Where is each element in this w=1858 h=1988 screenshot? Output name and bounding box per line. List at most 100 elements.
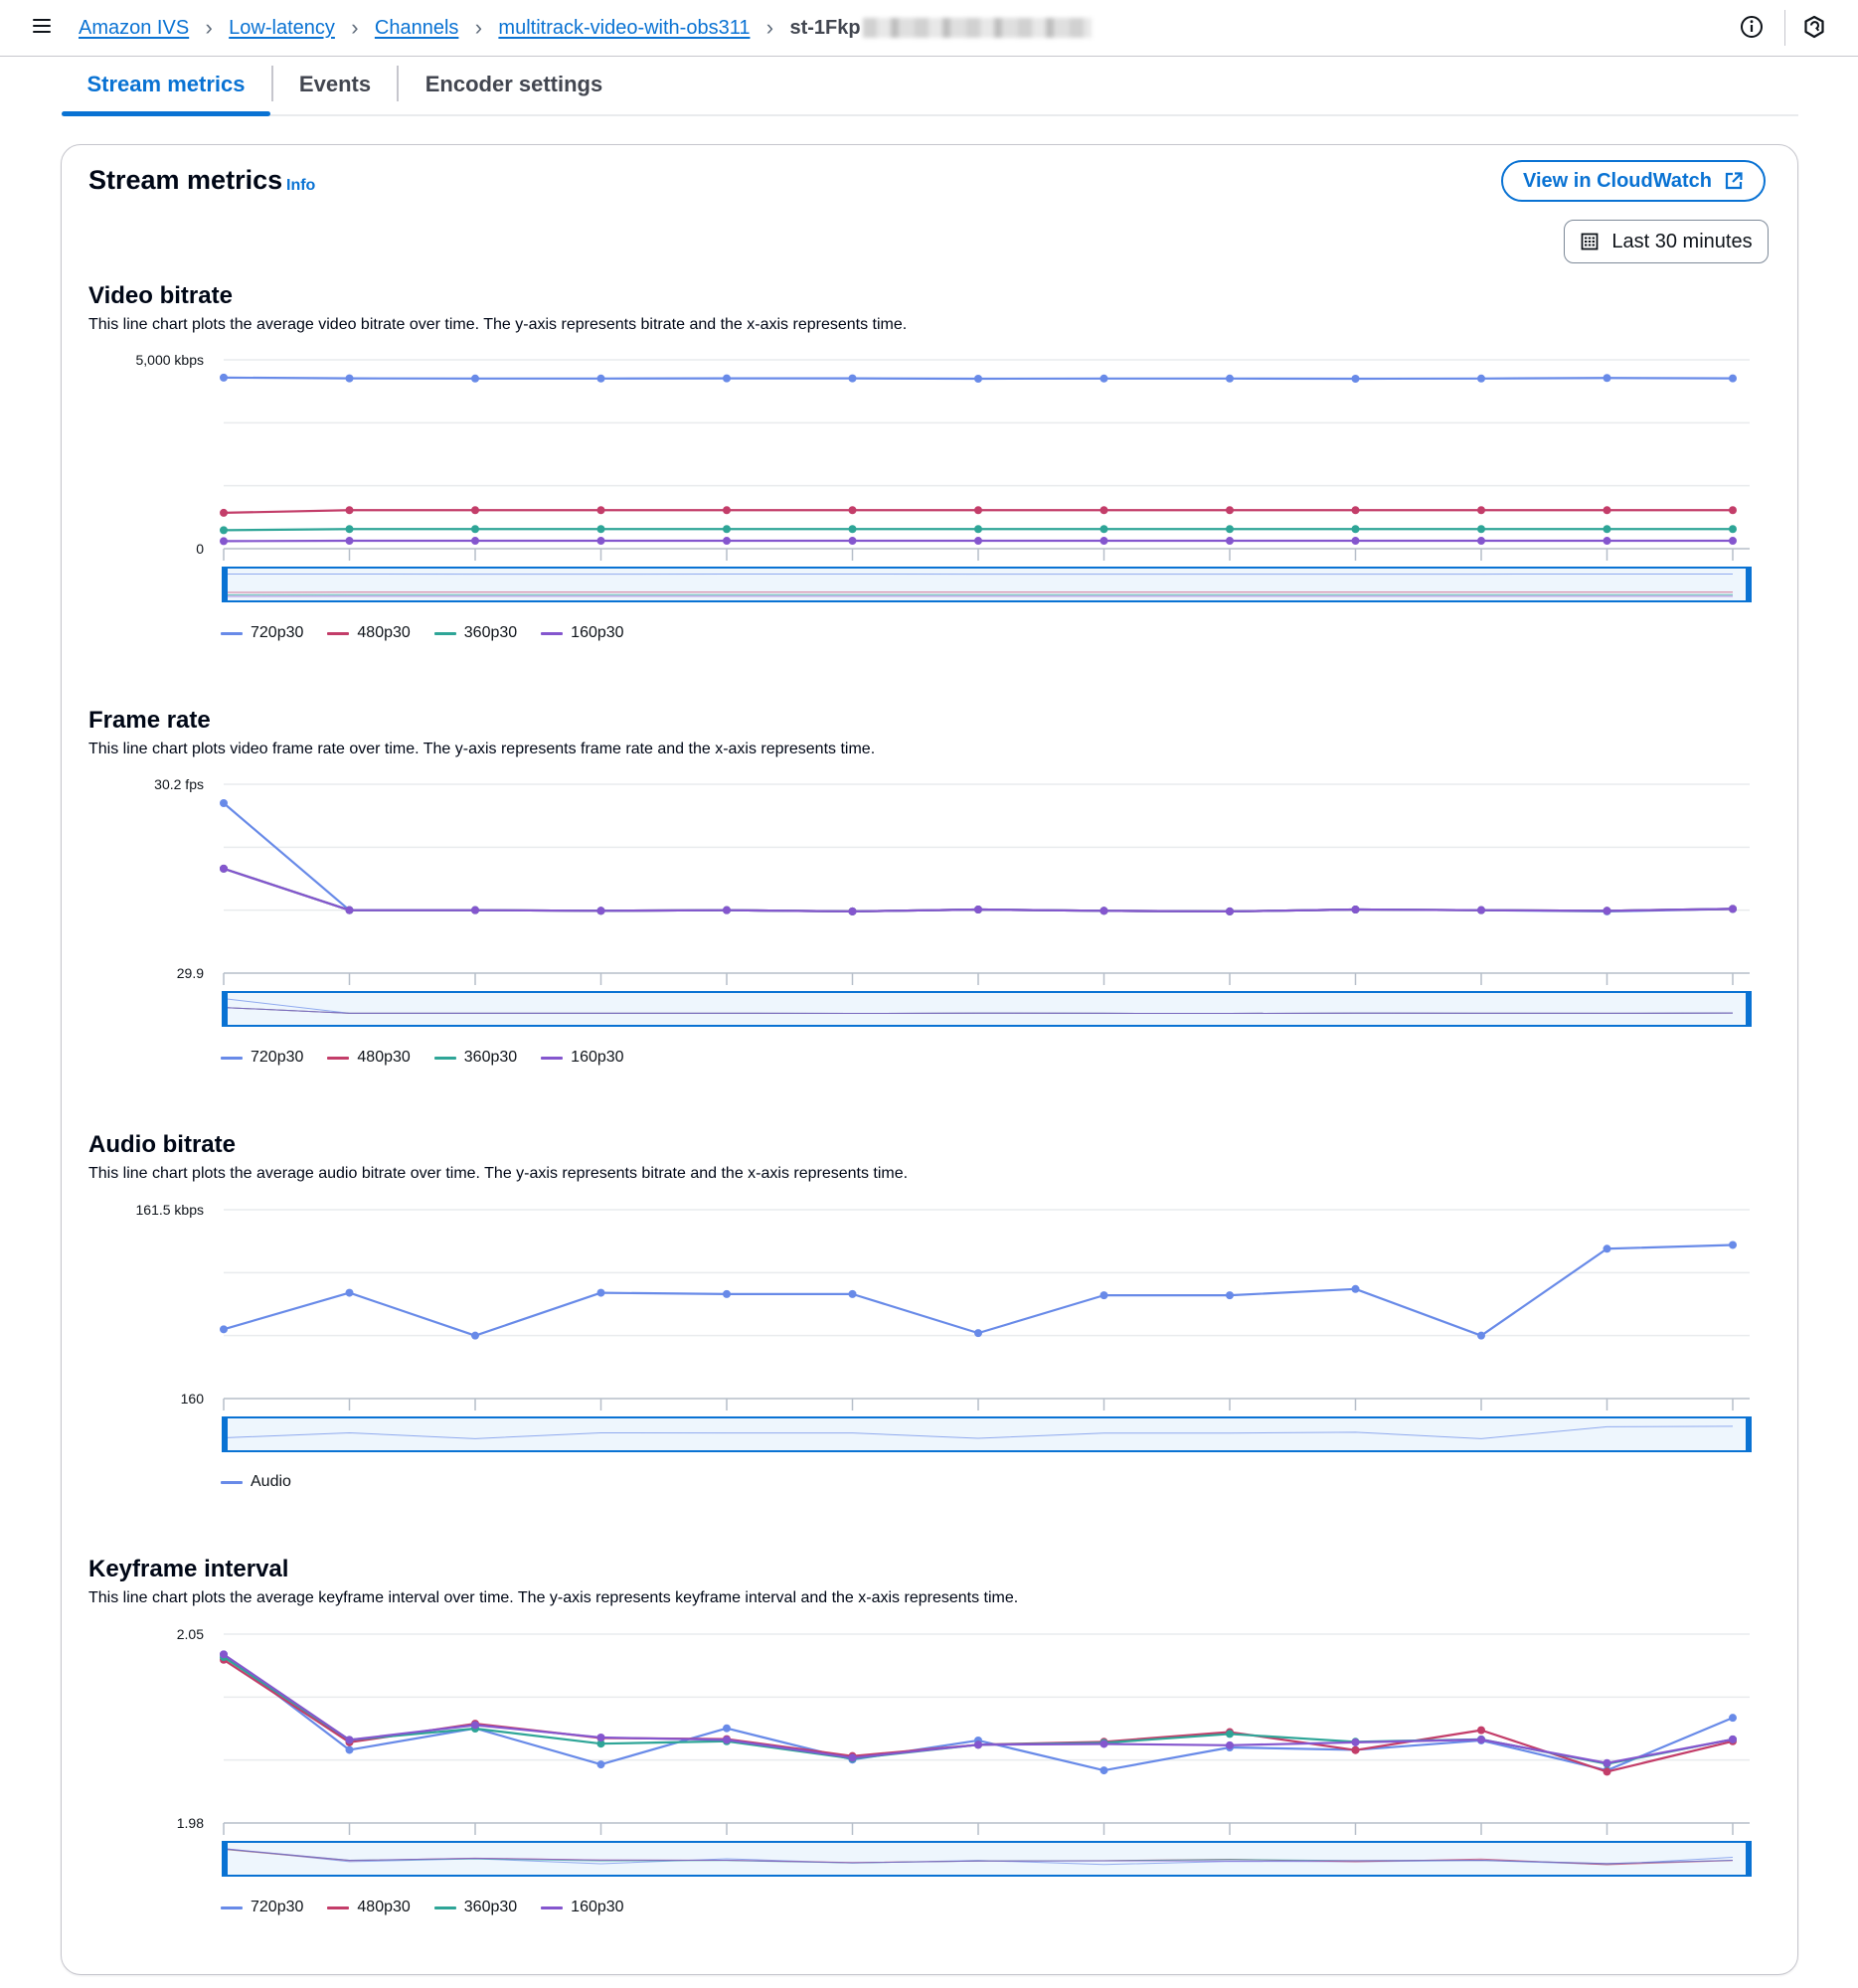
- video-bitrate-legend: 720p30 480p30 360p30 160p30: [221, 624, 624, 642]
- legend-item[interactable]: 160p30: [541, 1899, 624, 1916]
- hamburger-menu-icon[interactable]: [30, 14, 54, 38]
- breadcrumb-channels[interactable]: Channels: [374, 16, 459, 39]
- data-point-360p30: [974, 525, 982, 534]
- data-point-160p30: [1729, 537, 1737, 546]
- tab-stream-metrics[interactable]: Stream metrics: [62, 60, 270, 116]
- range-handle-left[interactable]: [222, 567, 228, 602]
- series-line-720p30: [223, 802, 1734, 913]
- data-point-720p30: [1729, 374, 1737, 383]
- y-tick-label-top: 5,000 kbps: [136, 352, 205, 368]
- frame-rate-description: This line chart plots video frame rate o…: [88, 741, 876, 757]
- info-link[interactable]: Info: [286, 177, 316, 194]
- calendar-icon: [1581, 233, 1599, 250]
- legend-item[interactable]: 480p30: [327, 1899, 411, 1916]
- data-point-160p30: [1226, 907, 1234, 915]
- range-navigator[interactable]: [223, 991, 1751, 1027]
- breadcrumb-low-latency[interactable]: Low-latency: [229, 16, 335, 39]
- series-line-360p30: [223, 867, 1734, 913]
- data-point-720p30: [1099, 1766, 1108, 1775]
- legend-item[interactable]: 720p30: [221, 1049, 303, 1067]
- series-line-160p30: [223, 867, 1734, 913]
- legend-item[interactable]: 360p30: [433, 624, 518, 642]
- breadcrumb-channel-name[interactable]: multitrack-video-with-obs311: [498, 16, 751, 39]
- data-point-Audio: [345, 1288, 354, 1297]
- legend-item[interactable]: 480p30: [327, 624, 411, 642]
- data-point-480p30: [345, 506, 354, 515]
- range-navigator[interactable]: [223, 567, 1751, 602]
- range-handle-left[interactable]: [222, 1841, 228, 1877]
- data-point-160p30: [220, 1650, 228, 1659]
- data-point-480p30: [1226, 506, 1234, 515]
- legend-swatch: [221, 1905, 243, 1909]
- data-point-360p30: [596, 1740, 605, 1748]
- navigator-line-160p30: [223, 1848, 1734, 1865]
- audio-bitrate-title: Audio bitrate: [88, 1131, 236, 1158]
- legend-swatch: [221, 631, 243, 635]
- y-tick-label-bottom: 29.9: [177, 965, 204, 981]
- series-line-720p30: [223, 1653, 1734, 1772]
- data-point-Audio: [471, 1331, 479, 1340]
- legend-swatch: [541, 1056, 564, 1060]
- legend-item[interactable]: 480p30: [327, 1049, 411, 1067]
- data-point-160p30: [974, 537, 982, 546]
- view-in-cloudwatch-button[interactable]: View in CloudWatch: [1501, 160, 1766, 202]
- range-handle-right[interactable]: [1746, 991, 1752, 1027]
- data-point-720p30: [596, 1760, 605, 1769]
- data-point-480p30: [1729, 506, 1737, 515]
- range-handle-right[interactable]: [1746, 1416, 1752, 1452]
- legend-item[interactable]: 720p30: [221, 624, 303, 642]
- data-point-160p30: [471, 537, 479, 546]
- tab-events[interactable]: Events: [298, 72, 372, 96]
- legend-swatch: [433, 631, 456, 635]
- legend-item[interactable]: 720p30: [221, 1899, 303, 1916]
- data-point-480p30: [974, 506, 982, 515]
- data-point-720p30: [345, 374, 354, 383]
- legend-item[interactable]: 360p30: [433, 1899, 517, 1916]
- data-point-480p30: [1477, 1726, 1485, 1735]
- data-point-360p30: [1099, 525, 1108, 534]
- range-handle-right[interactable]: [1746, 1841, 1752, 1877]
- redacted-stream-id: [862, 18, 1092, 38]
- breadcrumb-amazon-ivs[interactable]: Amazon IVS: [79, 16, 190, 39]
- data-point-160p30: [1351, 537, 1360, 546]
- data-point-720p30: [723, 1724, 731, 1733]
- range-navigator[interactable]: [223, 1416, 1751, 1452]
- data-point-Audio: [1477, 1331, 1485, 1340]
- data-point-360p30: [220, 526, 228, 535]
- data-point-160p30: [1351, 1738, 1360, 1746]
- y-tick-label-bottom: 0: [196, 541, 204, 557]
- legend-item[interactable]: 160p30: [541, 624, 624, 642]
- legend-item[interactable]: 360p30: [433, 1049, 517, 1067]
- data-point-720p30: [220, 799, 228, 807]
- time-range-label: Last 30 minutes: [1611, 230, 1753, 252]
- legend-label: 480p30: [357, 624, 411, 641]
- stream-metrics-container: [61, 144, 1798, 1975]
- range-handle-left[interactable]: [222, 991, 228, 1027]
- info-circle-icon[interactable]: [1738, 13, 1766, 41]
- legend-item[interactable]: Audio: [221, 1473, 291, 1491]
- data-point-160p30: [1226, 537, 1234, 546]
- legend-item[interactable]: 160p30: [541, 1049, 624, 1067]
- tab-divider: [397, 66, 399, 101]
- data-point-160p30: [1351, 906, 1360, 914]
- data-point-160p30: [723, 1736, 731, 1744]
- notifications-icon[interactable]: [1800, 13, 1828, 41]
- range-handle-right[interactable]: [1746, 567, 1752, 602]
- data-point-720p30: [1099, 374, 1108, 383]
- data-point-480p30: [1351, 1745, 1360, 1754]
- legend-label: 480p30: [357, 1049, 411, 1066]
- data-point-Audio: [1226, 1291, 1234, 1300]
- range-handle-left[interactable]: [222, 1416, 228, 1452]
- legend-label: 360p30: [463, 624, 518, 641]
- data-point-480p30: [1603, 1767, 1611, 1776]
- navigator-line-160p30: [223, 1007, 1734, 1015]
- data-point-720p30: [1226, 374, 1234, 383]
- tab-encoder-settings[interactable]: Encoder settings: [424, 72, 603, 96]
- time-range-picker[interactable]: Last 30 minutes: [1564, 220, 1769, 263]
- data-point-480p30: [1477, 506, 1485, 515]
- legend-swatch: [221, 1056, 243, 1060]
- legend-label: 720p30: [251, 1049, 304, 1066]
- legend-swatch: [221, 1480, 243, 1484]
- data-point-160p30: [1477, 906, 1485, 914]
